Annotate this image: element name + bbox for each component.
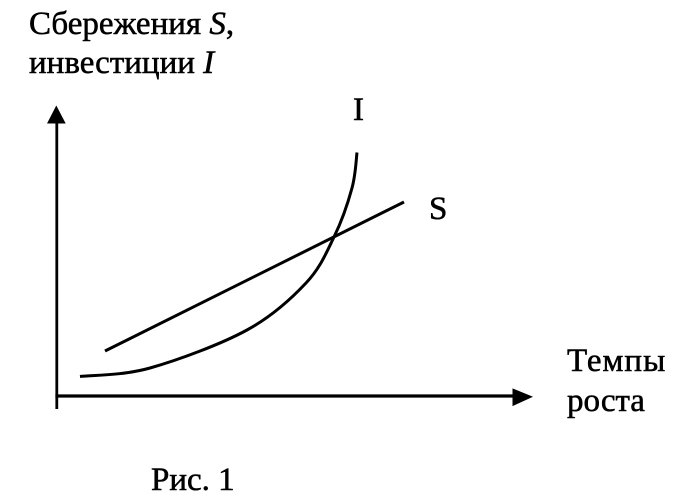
svg-text:роста: роста	[567, 383, 645, 419]
svg-text:Рис. 1: Рис. 1	[151, 462, 235, 498]
svg-text:I: I	[353, 92, 364, 128]
svg-text:Сбережения S,: Сбережения S,	[29, 6, 234, 42]
svg-text:Темпы: Темпы	[567, 343, 666, 379]
svg-text:инвестиции I: инвестиции I	[29, 45, 216, 81]
svg-text:S: S	[429, 191, 447, 227]
